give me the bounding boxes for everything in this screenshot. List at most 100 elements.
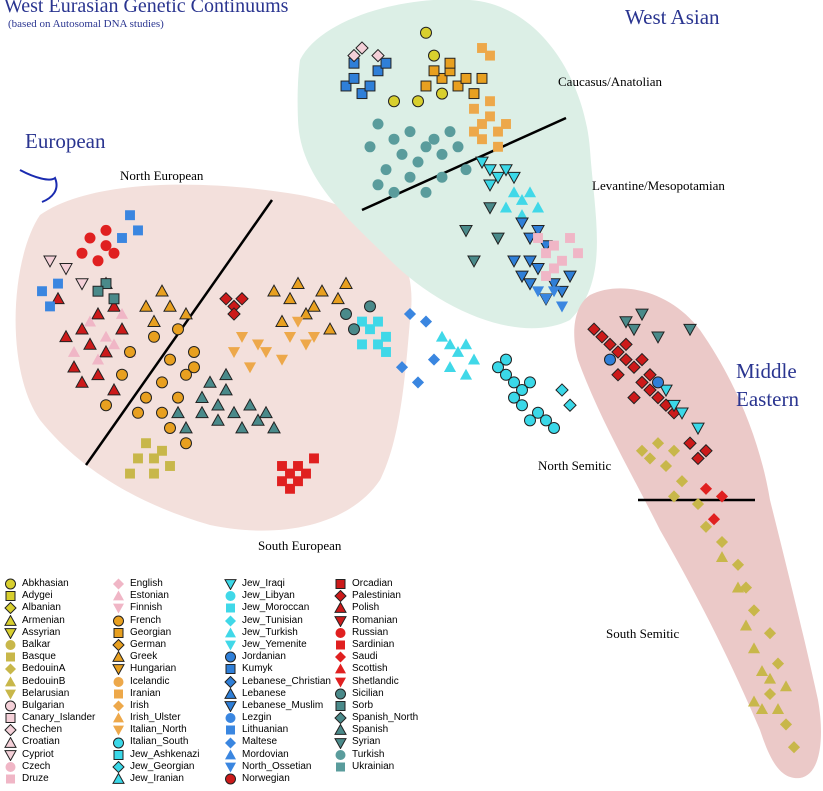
data-point xyxy=(779,718,793,731)
legend-marker-icon xyxy=(5,676,16,686)
legend-label: Jew_Libyan xyxy=(242,590,295,602)
data-point xyxy=(141,438,151,449)
data-point xyxy=(428,49,440,62)
data-point xyxy=(475,156,489,170)
legend-marker-icon xyxy=(225,713,236,724)
data-point xyxy=(635,375,649,390)
data-point xyxy=(459,368,473,380)
data-point xyxy=(499,164,513,177)
legend-label: Jew_Tunisian xyxy=(242,614,303,626)
data-point xyxy=(420,26,432,39)
legend-item: Sicilian xyxy=(334,688,418,700)
chart-text: West Eurasian Genetic Continuums (based … xyxy=(4,0,799,641)
data-point xyxy=(683,323,697,337)
data-point xyxy=(179,306,193,320)
data-point xyxy=(452,141,464,153)
data-point xyxy=(211,398,225,411)
legend-marker-icon xyxy=(225,591,236,602)
data-point xyxy=(219,292,233,306)
data-point xyxy=(180,368,192,381)
legend-label: Kumyk xyxy=(242,663,273,675)
data-point xyxy=(147,314,161,327)
data-point xyxy=(45,301,55,312)
legend-item: Armenian xyxy=(4,615,95,627)
legend-item: Syrian xyxy=(334,736,418,749)
data-point xyxy=(747,604,761,617)
legend-item: Jew_Georgian xyxy=(112,761,199,773)
data-point xyxy=(619,337,633,352)
cluster-label-north-european: North European xyxy=(120,168,204,183)
data-point xyxy=(420,186,432,198)
data-point xyxy=(381,347,391,357)
data-point xyxy=(172,323,184,336)
data-point xyxy=(356,88,368,100)
data-point xyxy=(275,354,289,366)
legend-item: Irish xyxy=(112,700,199,712)
legend-item: Sardinian xyxy=(334,639,418,651)
legend-item: Estonian xyxy=(112,590,199,602)
legend-item: Georgian xyxy=(112,627,199,639)
data-point xyxy=(331,291,345,305)
legend-marker-icon xyxy=(4,724,17,737)
data-point xyxy=(100,240,112,252)
data-point xyxy=(380,164,392,176)
data-point xyxy=(715,535,729,549)
legend-label: Orcadian xyxy=(352,578,393,589)
data-point xyxy=(595,330,609,344)
data-point xyxy=(557,255,567,266)
data-point xyxy=(412,95,424,108)
legend-item: Spanish xyxy=(334,724,418,736)
data-point xyxy=(348,72,360,84)
legend-label: Polish xyxy=(352,602,380,614)
region-label-west-asian: West Asian xyxy=(625,5,720,29)
data-point xyxy=(149,453,159,464)
legend-marker-icon xyxy=(112,773,125,784)
data-point xyxy=(309,453,319,464)
data-point xyxy=(277,461,287,471)
data-point xyxy=(436,87,448,100)
legend-label: Jew_Yemenite xyxy=(242,638,307,650)
data-point xyxy=(365,324,375,335)
data-point xyxy=(771,657,785,670)
legend-label: Sardinian xyxy=(352,638,395,650)
data-point xyxy=(675,407,689,420)
data-point xyxy=(547,286,561,298)
legend-label: Italian_South xyxy=(130,736,189,748)
data-point xyxy=(373,316,383,327)
legend-label: North_Ossetian xyxy=(242,760,312,772)
data-point xyxy=(347,48,361,63)
data-point xyxy=(427,353,441,366)
data-point xyxy=(420,141,432,153)
data-point xyxy=(404,126,416,138)
data-point xyxy=(211,413,225,426)
data-point xyxy=(235,420,249,434)
legend-item: Cypriot xyxy=(4,749,95,761)
chart-subtitle: (based on Autosomal DNA studies) xyxy=(8,18,164,30)
legend-label: Jew_Iranian xyxy=(130,773,184,784)
data-point xyxy=(283,331,297,343)
legend-marker-icon xyxy=(112,664,125,676)
legend-item: Jew_Turkish xyxy=(224,627,331,639)
legend-marker-icon xyxy=(6,774,15,784)
data-point xyxy=(372,65,384,77)
data-point xyxy=(507,186,521,198)
legend-marker-icon xyxy=(225,737,236,749)
data-point xyxy=(731,581,745,593)
region-label-middle-eastern-line2: Eastern xyxy=(736,387,799,411)
data-point xyxy=(491,232,505,246)
data-point xyxy=(315,284,329,297)
legend-item: Jew_Iraqi xyxy=(224,578,331,591)
legend-item: Jew_Moroccan xyxy=(224,602,331,614)
data-point xyxy=(124,346,136,358)
legend-item: Saudi xyxy=(334,651,418,663)
data-point xyxy=(619,352,633,367)
data-point xyxy=(157,445,167,456)
data-point xyxy=(156,406,168,419)
legend-item: Icelandic xyxy=(112,676,199,688)
legend-item: Druze xyxy=(4,773,95,785)
data-point xyxy=(219,382,233,396)
data-point xyxy=(555,301,569,313)
data-point xyxy=(523,186,537,198)
data-point xyxy=(323,322,337,335)
data-point xyxy=(100,278,112,290)
